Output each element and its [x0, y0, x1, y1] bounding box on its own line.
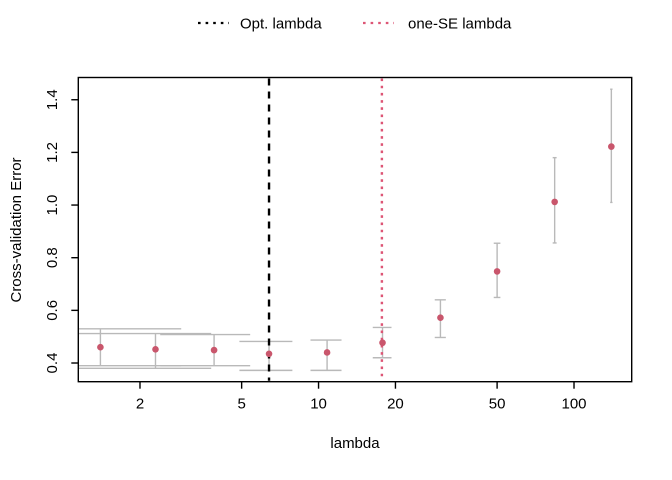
data-point	[437, 314, 444, 322]
x-axis-tick-label: 10	[310, 396, 327, 413]
data-point	[210, 346, 218, 354]
x-axis-title: lambda	[330, 435, 380, 452]
data-point	[493, 268, 501, 275]
y-axis-tick-label: 1.0	[44, 195, 61, 216]
y-axis-tick-label: 1.4	[44, 89, 61, 110]
y-axis-title: Cross-validation Error	[8, 157, 25, 302]
data-point	[551, 198, 558, 206]
data-point	[323, 349, 331, 356]
x-axis-tick-label: 20	[387, 396, 404, 413]
plot-border	[77, 76, 633, 383]
data-point	[97, 343, 104, 351]
x-axis-tick-label: 50	[489, 396, 506, 413]
y-axis-tick-label: 1.2	[44, 142, 61, 163]
chart-legend: Opt. lambda one-SE lambda	[198, 16, 512, 33]
y-axis-tick-label: 0.8	[44, 247, 61, 268]
data-point	[608, 143, 615, 150]
y-axis-tick-label: 0.6	[44, 300, 61, 321]
x-axis-tick-label: 100	[561, 396, 586, 413]
legend-one-se-lambda-label: one-SE lambda	[408, 16, 512, 33]
plot-area: 2 5 10 20 50 100 0.4 0.6 0.8 1.0 1.2 1.4	[44, 76, 633, 413]
data-point	[152, 346, 159, 353]
x-axis-tick-label: 2	[136, 396, 144, 413]
legend-opt-lambda-label: Opt. lambda	[240, 16, 322, 33]
data-point	[265, 350, 273, 358]
y-axis-tick-label: 0.4	[44, 353, 61, 374]
x-axis-tick-label: 5	[237, 396, 245, 413]
data-point	[379, 339, 386, 347]
